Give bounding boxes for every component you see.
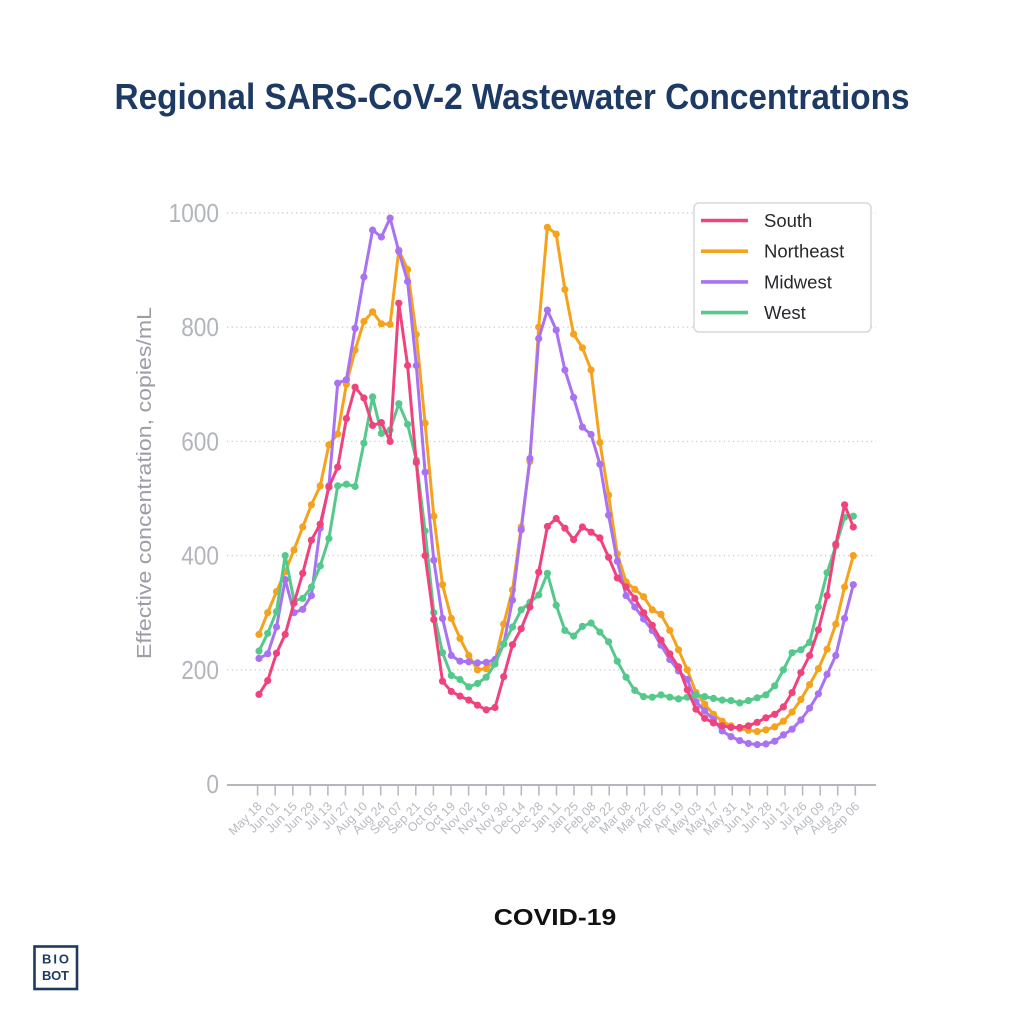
svg-text:Regional SARS-CoV-2 Wastewater: Regional SARS-CoV-2 Wastewater Concentra… <box>115 76 910 117</box>
svg-text:South: South <box>764 210 812 231</box>
svg-text:Effective concentration, copie: Effective concentration, copies/mL <box>133 307 156 659</box>
svg-text:Northeast: Northeast <box>764 241 844 262</box>
svg-text:1000: 1000 <box>169 198 219 228</box>
svg-text:COVID-19: COVID-19 <box>494 904 617 930</box>
svg-text:BOT: BOT <box>42 968 69 983</box>
svg-text:600: 600 <box>181 426 219 456</box>
svg-text:Midwest: Midwest <box>764 271 832 292</box>
svg-text:BIO: BIO <box>42 952 69 967</box>
svg-text:West: West <box>764 302 806 323</box>
svg-text:800: 800 <box>181 312 219 342</box>
svg-text:0: 0 <box>206 769 219 799</box>
svg-text:400: 400 <box>181 541 219 571</box>
svg-text:200: 200 <box>181 655 219 685</box>
